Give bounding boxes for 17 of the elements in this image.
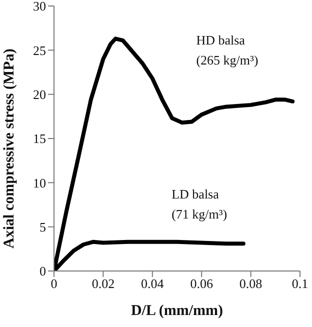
text: HD balsa (265 kg/m³): [196, 32, 258, 68]
y-tick-label: 5: [40, 219, 46, 234]
y-tick-label: 15: [33, 131, 46, 146]
x-tick-label: 0: [50, 276, 58, 292]
y-axis-title: Axial compressive stress (MPa): [1, 48, 18, 248]
y-tick-label: 30: [33, 0, 46, 14]
x-tick-label: 0.1: [292, 276, 308, 292]
x-tick-label: 0.08: [239, 276, 262, 292]
y-tick-label: 10: [33, 175, 46, 190]
x-tick-label: 0.04: [141, 276, 164, 292]
series-label: LD balsa (71 kg/m³): [172, 186, 228, 222]
y-tick-label: 25: [33, 42, 46, 58]
x-tick-label: 0.02: [92, 276, 115, 292]
x-tick-label: 0.06: [190, 276, 214, 292]
y-tick-label: 0: [40, 264, 46, 279]
y-tick-label: 20: [33, 86, 46, 102]
x-axis-title: D/L (mm/mm): [130, 303, 224, 319]
